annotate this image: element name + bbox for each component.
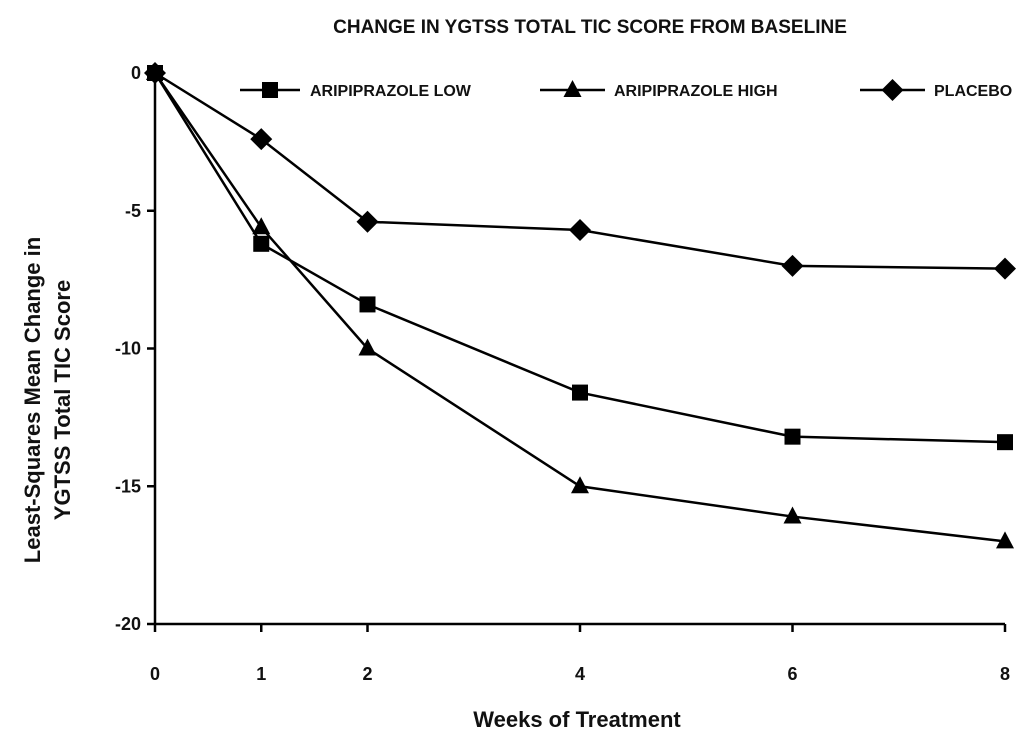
- data-point-placebo: [781, 254, 804, 277]
- x-tick-label: 8: [1000, 664, 1010, 684]
- y-axis-label-line-1: Least-Squares Mean Change in: [20, 237, 45, 563]
- series-layer: [144, 62, 1016, 549]
- y-tick-label: -5: [125, 201, 141, 221]
- legend-item-aripiprazole-high: ARIPIPRAZOLE HIGH: [540, 80, 778, 100]
- data-point-aripiprazole-low: [997, 434, 1013, 451]
- series-placebo: [144, 62, 1016, 280]
- x-tick-label: 0: [150, 664, 160, 684]
- data-point-aripiprazole-high: [252, 217, 271, 235]
- legend-marker-triangle: [563, 80, 582, 97]
- data-point-aripiprazole-high: [358, 338, 377, 356]
- axes: 0 -5 -10 -15 -20 0 1 2 4 6 8: [115, 63, 1010, 684]
- legend-label: PLACEBO: [934, 83, 1012, 100]
- series-aripiprazole-low: [147, 65, 1013, 451]
- y-tick-label: 0: [131, 63, 141, 83]
- series-line-aripiprazole-low: [153, 72, 1006, 444]
- data-point-aripiprazole-high: [996, 531, 1014, 549]
- legend-item-aripiprazole-low: ARIPIPRAZOLE LOW: [240, 82, 472, 100]
- y-tick-label: -15: [115, 476, 141, 496]
- chart-title: CHANGE IN YGTSS TOTAL TIC SCORE FROM BAS…: [333, 17, 847, 38]
- y-axis-label: Least-Squares Mean Change in YGTSS Total…: [20, 237, 75, 563]
- x-tick-label: 4: [575, 664, 585, 684]
- legend-marker-square: [262, 82, 278, 98]
- legend-marker-diamond: [881, 79, 904, 101]
- data-point-aripiprazole-low: [359, 296, 376, 313]
- data-point-aripiprazole-low: [253, 235, 270, 252]
- data-point-placebo: [569, 219, 591, 242]
- legend-label: ARIPIPRAZOLE LOW: [310, 83, 472, 100]
- series-line-placebo: [154, 71, 1006, 270]
- series-aripiprazole-high: [146, 63, 1014, 549]
- x-tick-label: 2: [362, 664, 372, 684]
- data-point-placebo: [144, 62, 166, 84]
- data-point-aripiprazole-low: [784, 428, 801, 445]
- y-tick-label: -10: [115, 339, 141, 359]
- legend: ARIPIPRAZOLE LOW ARIPIPRAZOLE HIGH PLACEBO: [240, 79, 1012, 101]
- legend-item-placebo: PLACEBO: [860, 79, 1012, 101]
- data-point-aripiprazole-high: [571, 476, 589, 494]
- series-line-aripiprazole-high: [153, 72, 1006, 543]
- y-tick-label: -20: [115, 614, 141, 634]
- data-point-placebo: [250, 128, 273, 151]
- legend-label: ARIPIPRAZOLE HIGH: [614, 83, 778, 100]
- x-tick-label: 6: [787, 664, 797, 684]
- data-point-aripiprazole-high: [783, 506, 802, 524]
- data-point-placebo: [356, 210, 379, 233]
- data-point-placebo: [994, 257, 1016, 280]
- y-axis-label-line-2: YGTSS Total TIC Score: [50, 280, 75, 520]
- data-point-aripiprazole-low: [572, 384, 588, 401]
- x-axis-label: Weeks of Treatment: [473, 707, 681, 732]
- x-tick-label: 1: [256, 664, 266, 684]
